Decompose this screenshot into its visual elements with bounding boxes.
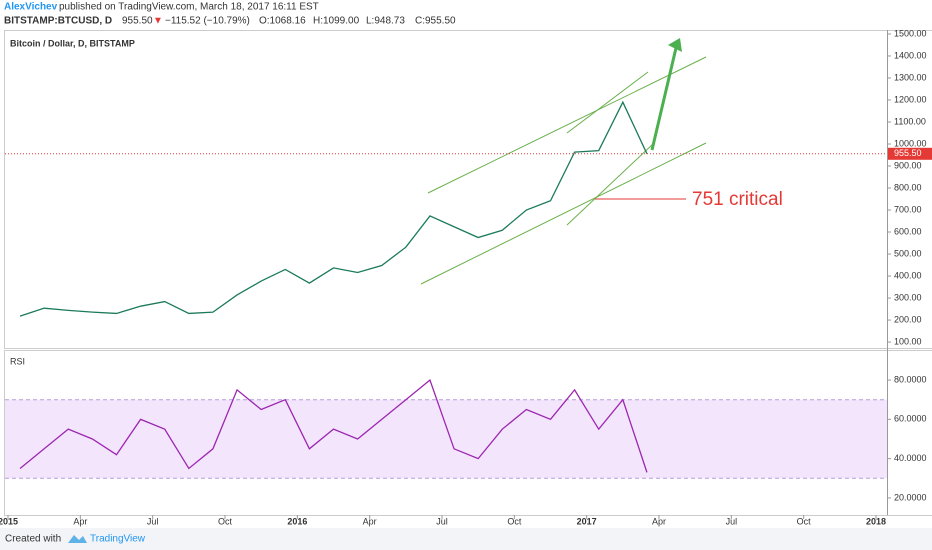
- y-tick-label: 600.00: [894, 226, 922, 236]
- y-tick-label: 1200.00: [894, 94, 927, 104]
- arrow-up: [650, 47, 678, 151]
- change: −115.52 (−10.79%): [165, 16, 250, 27]
- author[interactable]: AlexVichev: [4, 2, 58, 13]
- arrow-head: [668, 38, 682, 52]
- last-price-box: [888, 147, 932, 160]
- low: L:948.73: [366, 16, 405, 27]
- y-tick-label: 80.0000: [894, 374, 927, 384]
- x-tick-label: Apr: [73, 516, 87, 526]
- y-tick-label: 900.00: [894, 160, 922, 170]
- x-tick-label: Oct: [797, 516, 812, 526]
- published: published on TradingView.com, March 18, …: [59, 2, 319, 13]
- price-title: Bitcoin / Dollar, D, BITSTAMP: [10, 38, 135, 48]
- x-tick-label: Apr: [363, 516, 377, 526]
- high: H:1099.00: [313, 16, 360, 27]
- close: C:955.50: [415, 16, 456, 27]
- last-price-label: 955.50: [894, 148, 922, 158]
- y-tick-label: 1300.00: [894, 72, 927, 82]
- price-pane: [4, 30, 932, 349]
- last: 955.50: [122, 16, 153, 27]
- y-tick-label: 1100.00: [894, 116, 926, 126]
- x-tick-label: 2018: [866, 516, 886, 526]
- logo: [68, 535, 87, 543]
- y-tick-label: 500.00: [894, 248, 922, 258]
- y-tick-label: 60.0000: [894, 414, 927, 424]
- trend-lines: [420, 56, 707, 285]
- y-tick-label: 40.0000: [894, 453, 927, 463]
- y-tick-label: 300.00: [894, 292, 922, 302]
- footer-brand[interactable]: TradingView: [90, 534, 146, 545]
- footer-bar: [0, 528, 932, 550]
- y-tick-label: 200.00: [894, 314, 922, 324]
- annotation: 751 critical: [692, 189, 783, 210]
- y-tick-label: 20.0000: [894, 492, 927, 502]
- x-tick-label: Jul: [726, 516, 738, 526]
- y-tick-label: 1000.00: [894, 138, 927, 148]
- y-tick-label: 100.00: [894, 336, 922, 346]
- x-tick-label: Oct: [507, 516, 522, 526]
- x-tick-label: 2016: [287, 516, 307, 526]
- x-tick-label: Oct: [218, 516, 233, 526]
- x-tick-label: Jul: [436, 516, 448, 526]
- y-tick-label: 1500.00: [894, 28, 927, 38]
- y-tick-label: 1400.00: [894, 50, 927, 60]
- x-tick-label: 2015: [0, 516, 18, 526]
- series-line: [19, 378, 648, 473]
- y-tick-label: 700.00: [894, 204, 922, 214]
- x-tick-label: 2017: [577, 516, 597, 526]
- y-tick-label: 400.00: [894, 270, 922, 280]
- footer-text: Created with: [5, 534, 61, 545]
- x-tick-label: Jul: [147, 516, 159, 526]
- series-line: [19, 100, 648, 317]
- x-tick-label: Apr: [652, 516, 666, 526]
- rsi-title: RSI: [10, 356, 25, 366]
- symbol: BITSTAMP:BTCUSD, D: [4, 16, 112, 27]
- arrow: ▼: [153, 16, 163, 27]
- rsi-band: [5, 399, 887, 479]
- y-tick-label: 800.00: [894, 182, 922, 192]
- rsi-pane: [4, 350, 932, 516]
- open: O:1068.16: [259, 16, 306, 27]
